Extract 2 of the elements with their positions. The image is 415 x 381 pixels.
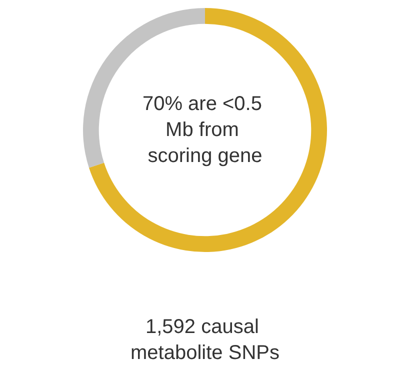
text: 1,592 causal metabolite SNPs — [130, 316, 280, 364]
text: 70% are <0.5 Mb from scoring gene — [142, 93, 268, 167]
